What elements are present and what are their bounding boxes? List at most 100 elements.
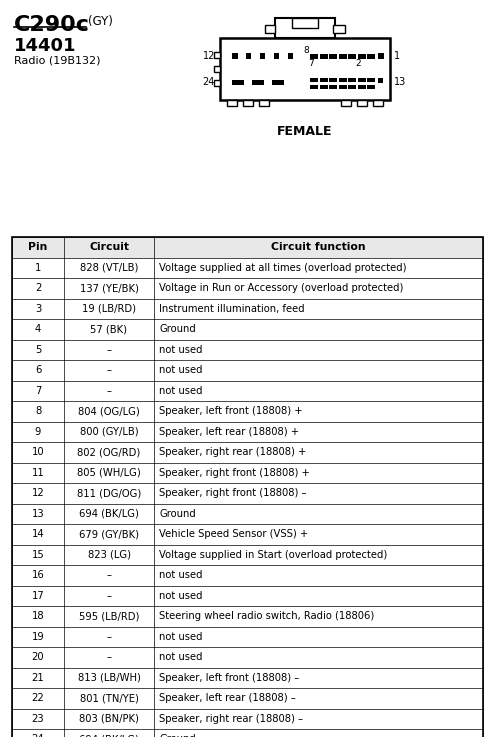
Text: 694 (BK/LG): 694 (BK/LG) xyxy=(79,734,139,737)
Text: (GY): (GY) xyxy=(88,15,113,28)
Bar xyxy=(367,85,375,88)
Bar xyxy=(319,54,328,58)
Text: 17: 17 xyxy=(32,591,45,601)
Bar xyxy=(260,53,265,59)
Text: 20: 20 xyxy=(32,652,45,663)
Bar xyxy=(265,25,275,33)
Text: 12: 12 xyxy=(202,51,215,61)
Bar xyxy=(333,25,345,33)
Text: 9: 9 xyxy=(35,427,41,437)
Bar xyxy=(339,77,346,82)
Text: 802 (OG/RD): 802 (OG/RD) xyxy=(77,447,141,457)
Text: FEMALE: FEMALE xyxy=(277,125,333,138)
Text: Circuit function: Circuit function xyxy=(271,242,366,252)
Bar xyxy=(259,100,269,106)
Bar xyxy=(378,78,383,83)
Text: 694 (BK/LG): 694 (BK/LG) xyxy=(79,509,139,519)
Bar xyxy=(348,77,356,82)
Bar xyxy=(329,54,337,58)
Bar xyxy=(227,100,237,106)
Bar xyxy=(329,77,337,82)
Text: 828 (VT/LB): 828 (VT/LB) xyxy=(80,263,138,273)
Bar xyxy=(232,53,238,59)
Bar xyxy=(310,77,318,82)
Text: 21: 21 xyxy=(32,673,45,682)
Bar xyxy=(367,77,375,82)
Text: 7: 7 xyxy=(308,59,314,68)
Text: Steering wheel radio switch, Radio (18806): Steering wheel radio switch, Radio (1880… xyxy=(159,611,374,621)
Text: –: – xyxy=(106,345,111,354)
Text: 22: 22 xyxy=(32,694,45,703)
Bar xyxy=(275,18,335,38)
Text: C290c: C290c xyxy=(14,15,90,35)
Bar xyxy=(214,80,220,86)
Text: 8: 8 xyxy=(35,406,41,416)
Bar xyxy=(292,18,318,28)
Text: 137 (YE/BK): 137 (YE/BK) xyxy=(80,283,139,293)
Text: Speaker, left front (18808) –: Speaker, left front (18808) – xyxy=(159,673,299,682)
Text: 13: 13 xyxy=(32,509,45,519)
Text: not used: not used xyxy=(159,632,202,642)
Text: 8: 8 xyxy=(303,46,309,55)
Text: Speaker, right front (18808) +: Speaker, right front (18808) + xyxy=(159,468,310,478)
Text: 10: 10 xyxy=(32,447,45,457)
Text: 24: 24 xyxy=(32,734,45,737)
Text: 595 (LB/RD): 595 (LB/RD) xyxy=(79,611,139,621)
Text: 15: 15 xyxy=(32,550,45,559)
Text: Pin: Pin xyxy=(28,242,48,252)
Text: 11: 11 xyxy=(32,468,45,478)
Text: 14: 14 xyxy=(32,529,45,539)
Bar xyxy=(243,100,253,106)
Text: 1: 1 xyxy=(35,263,41,273)
Bar xyxy=(367,54,375,58)
Text: 12: 12 xyxy=(32,488,45,498)
Text: 679 (GY/BK): 679 (GY/BK) xyxy=(79,529,139,539)
Text: 2: 2 xyxy=(355,59,361,68)
Bar xyxy=(220,38,390,100)
Bar xyxy=(341,100,351,106)
Text: 19 (LB/RD): 19 (LB/RD) xyxy=(82,304,136,314)
Text: not used: not used xyxy=(159,345,202,354)
Text: 13: 13 xyxy=(394,77,406,87)
Text: 16: 16 xyxy=(32,570,45,580)
Bar xyxy=(214,52,220,58)
Text: 2: 2 xyxy=(35,283,41,293)
Text: 804 (OG/LG): 804 (OG/LG) xyxy=(78,406,140,416)
Text: Voltage in Run or Accessory (overload protected): Voltage in Run or Accessory (overload pr… xyxy=(159,283,403,293)
Bar xyxy=(319,85,328,88)
Text: Speaker, left front (18808) +: Speaker, left front (18808) + xyxy=(159,406,302,416)
Bar xyxy=(357,100,367,106)
Text: Speaker, right rear (18808) –: Speaker, right rear (18808) – xyxy=(159,713,303,724)
Bar xyxy=(348,85,356,88)
Text: Speaker, right rear (18808) +: Speaker, right rear (18808) + xyxy=(159,447,306,457)
Text: 14401: 14401 xyxy=(14,37,77,55)
Text: Speaker, left rear (18808) +: Speaker, left rear (18808) + xyxy=(159,427,299,437)
Text: Instrument illumination, feed: Instrument illumination, feed xyxy=(159,304,304,314)
Bar xyxy=(272,80,284,85)
Text: 813 (LB/WH): 813 (LB/WH) xyxy=(78,673,141,682)
Text: –: – xyxy=(106,652,111,663)
Bar xyxy=(310,54,318,58)
Text: not used: not used xyxy=(159,591,202,601)
Text: 3: 3 xyxy=(35,304,41,314)
Text: 57 (BK): 57 (BK) xyxy=(91,324,128,335)
Text: not used: not used xyxy=(159,366,202,375)
Text: Speaker, left rear (18808) –: Speaker, left rear (18808) – xyxy=(159,694,296,703)
Text: –: – xyxy=(106,591,111,601)
Bar xyxy=(373,100,383,106)
Bar xyxy=(378,53,384,59)
Text: 1: 1 xyxy=(394,51,400,61)
Text: –: – xyxy=(106,366,111,375)
Text: 7: 7 xyxy=(35,385,41,396)
Bar xyxy=(288,53,293,59)
Bar xyxy=(357,54,365,58)
Text: 19: 19 xyxy=(32,632,45,642)
Text: 803 (BN/PK): 803 (BN/PK) xyxy=(79,713,139,724)
Text: Ground: Ground xyxy=(159,734,196,737)
Bar xyxy=(348,54,356,58)
Text: Vehicle Speed Sensor (VSS) +: Vehicle Speed Sensor (VSS) + xyxy=(159,529,308,539)
Text: 24: 24 xyxy=(202,77,215,87)
Text: 805 (WH/LG): 805 (WH/LG) xyxy=(77,468,141,478)
Text: Circuit: Circuit xyxy=(89,242,129,252)
Text: 6: 6 xyxy=(35,366,41,375)
